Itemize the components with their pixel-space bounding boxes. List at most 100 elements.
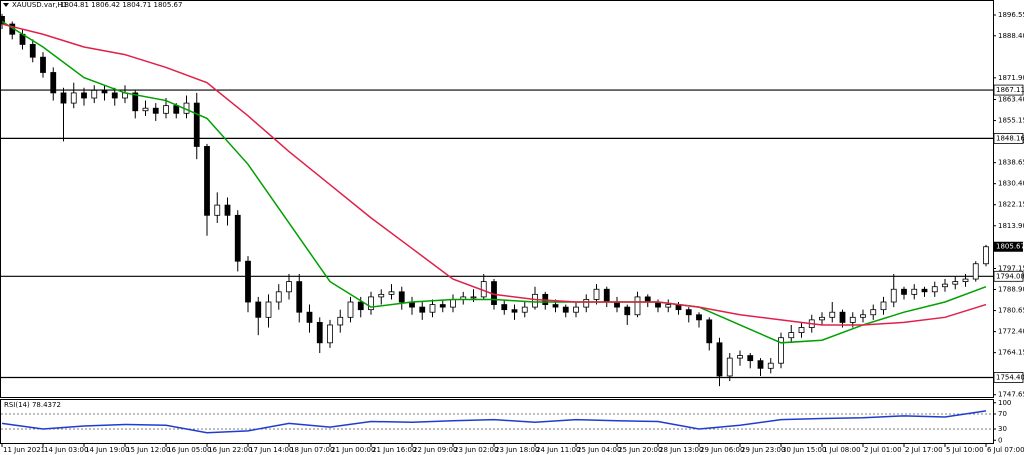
y-tick-label: 1830.40 — [998, 180, 1024, 188]
candle-body — [839, 311, 846, 323]
level-box — [993, 84, 1024, 96]
y-tick-label: 1888.40 — [998, 32, 1024, 40]
candle-body — [265, 301, 272, 318]
candle-body — [470, 296, 477, 299]
candle-body — [942, 283, 948, 288]
candle-body — [439, 304, 446, 308]
candle-body — [880, 301, 887, 311]
candle-body — [685, 309, 692, 316]
candle-body — [429, 304, 436, 313]
candle-body — [593, 288, 600, 300]
candle-body — [757, 360, 764, 369]
candle-body — [901, 288, 907, 295]
candle-body — [562, 306, 569, 313]
candle-body — [911, 288, 918, 295]
candle-body — [50, 72, 57, 94]
rsi-tick-label: 100 — [998, 399, 1011, 407]
candle-body — [983, 246, 989, 265]
candle-body — [173, 105, 180, 114]
main-frame — [0, 0, 994, 398]
candle-body — [624, 306, 631, 316]
candle-body — [337, 316, 344, 326]
candle-body — [163, 105, 169, 114]
candle-body — [357, 301, 364, 311]
candle-body — [286, 281, 292, 293]
candle-body — [747, 355, 754, 362]
candle-body — [60, 92, 67, 104]
y-tick-label: 1871.90 — [998, 74, 1024, 82]
x-tick-label: 25 Jun 04:00 — [577, 446, 621, 454]
candle-body — [952, 281, 959, 285]
candle-body — [91, 89, 98, 99]
rsi-line — [1, 410, 987, 434]
y-tick-label: 1764.15 — [998, 349, 1024, 357]
candle-body — [603, 288, 610, 303]
candle-body — [224, 204, 231, 216]
candle-body — [890, 288, 897, 303]
candle-body — [726, 357, 733, 377]
candle-body — [132, 92, 139, 112]
x-tick-label: 25 Jun 20:00 — [618, 446, 662, 454]
last-price-label: 1805.67 — [996, 243, 1024, 251]
x-tick-label: 28 Jun 13:00 — [659, 446, 703, 454]
y-tick-label: 1772.40 — [998, 328, 1024, 336]
x-tick-label: 24 Jun 11:00 — [536, 446, 580, 454]
y-tick-label: 1747.65 — [998, 391, 1024, 399]
candle-body — [245, 260, 251, 303]
candle-body — [716, 342, 723, 377]
candle-body — [931, 286, 938, 293]
candle-body — [521, 306, 528, 313]
x-tick-label: 15 Jun 12:00 — [126, 446, 170, 454]
candle-body — [849, 316, 856, 323]
candle-body — [972, 263, 979, 280]
y-tick-label: 1797.15 — [998, 264, 1024, 272]
x-tick-label: 5 Jul 10:00 — [946, 446, 984, 454]
level-box — [993, 270, 1024, 282]
menu-arrow[interactable] — [3, 3, 9, 7]
moving-average — [1, 20, 987, 344]
level-label: 1848.16 — [996, 134, 1024, 142]
candle-body — [829, 311, 836, 318]
candle-body — [142, 107, 149, 112]
x-tick-label: 11 Jun 2021 — [3, 446, 45, 454]
level-label: 1754.40 — [996, 373, 1024, 381]
candle-body — [860, 314, 866, 318]
candle-body — [634, 296, 641, 316]
y-tick-label: 1863.40 — [998, 96, 1024, 104]
moving-average — [1, 23, 987, 326]
candle-body — [316, 322, 323, 344]
level-box — [993, 132, 1024, 144]
chart-title: XAUUSD.var,H1 — [12, 1, 67, 9]
x-tick-label: 6 Jul 07:00 — [987, 446, 1024, 454]
candle-body — [706, 319, 713, 344]
candle-body — [614, 301, 620, 308]
candle-body — [70, 92, 77, 104]
candle-body — [696, 314, 702, 321]
x-tick-label: 18 Jun 07:00 — [290, 446, 334, 454]
y-tick-label: 1855.15 — [998, 117, 1024, 125]
candle-body — [255, 301, 262, 318]
candle-body — [214, 204, 221, 216]
candle-body — [40, 56, 46, 73]
candle-body — [0, 15, 5, 25]
level-label: 1867.11 — [996, 86, 1024, 94]
y-tick-label: 1822.15 — [998, 201, 1024, 209]
x-tick-label: 16 Jun 05:00 — [167, 446, 211, 454]
rsi-frame — [0, 399, 994, 444]
x-tick-label: 1 Jul 08:00 — [823, 446, 861, 454]
x-tick-label: 23 Jun 02:00 — [454, 446, 498, 454]
candle-body — [573, 306, 579, 313]
rsi-tick-label: 30 — [998, 425, 1007, 433]
x-tick-label: 2 Jul 17:00 — [905, 446, 943, 454]
x-tick-label: 29 Jun 06:00 — [700, 446, 744, 454]
x-tick-label: 14 Jun 19:00 — [85, 446, 129, 454]
x-tick-label: 17 Jun 14:00 — [249, 446, 293, 454]
candle-body — [921, 288, 928, 293]
candle-body — [234, 214, 241, 262]
level-label: 1794.08 — [996, 272, 1024, 280]
candle-body — [778, 337, 784, 364]
x-tick-label: 30 Jun 15:00 — [782, 446, 826, 454]
candle-body — [767, 362, 774, 369]
x-tick-label: 16 Jun 22:00 — [208, 446, 252, 454]
